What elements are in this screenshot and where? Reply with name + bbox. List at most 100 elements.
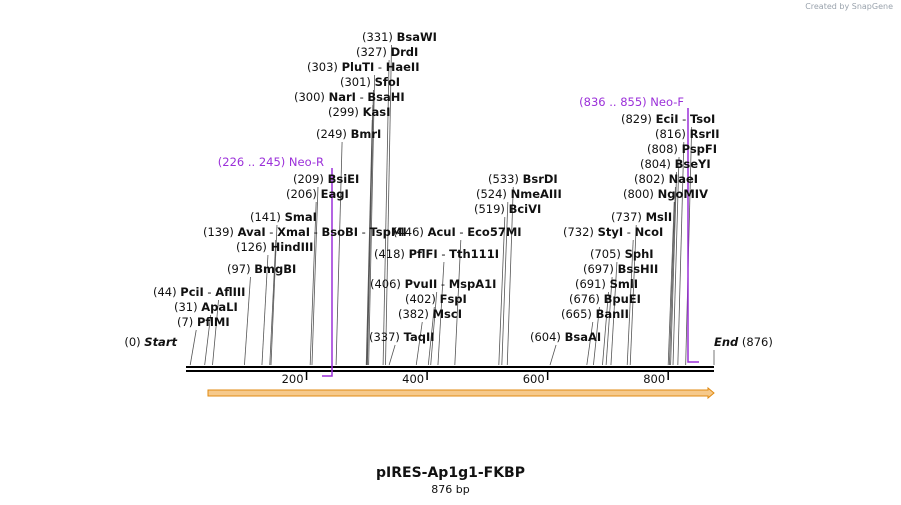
end-position: (0) — [124, 335, 144, 349]
restriction-site[interactable]: (676) BpuEI — [569, 292, 641, 306]
site-position: (97) — [227, 262, 254, 276]
site-position: (301) — [340, 75, 375, 89]
restriction-site[interactable]: (7) PflMI — [177, 315, 230, 329]
svg-text:(829) EciI - TsoI: (829) EciI - TsoI — [621, 112, 715, 126]
leader-line — [335, 141, 343, 366]
enzyme-name: NcoI — [635, 225, 664, 239]
restriction-site[interactable]: (331) BsaWI — [362, 30, 437, 44]
enzyme-name: SmlI — [610, 277, 639, 291]
restriction-site[interactable]: (141) SmaI — [250, 210, 317, 224]
restriction-site[interactable]: (697) BssHII — [583, 262, 658, 276]
leader-line — [506, 186, 514, 366]
restriction-site[interactable]: (737) MslI — [611, 210, 672, 224]
site-position: (382) — [398, 307, 433, 321]
restriction-site[interactable]: (732) StyI - NcoI — [563, 225, 663, 239]
axis-tick: 800 — [643, 372, 669, 386]
svg-text:(126) HindIII: (126) HindIII — [236, 240, 313, 254]
site-separator: - — [356, 90, 367, 104]
enzyme-name: MscI — [433, 307, 462, 321]
primer-neo-r[interactable]: (226 .. 245) Neo-R — [218, 155, 333, 377]
restriction-site[interactable]: (665) BanII — [561, 307, 629, 321]
enzyme-name: SmaI — [285, 210, 317, 224]
enzyme-name: PflFI — [409, 247, 438, 261]
site-position: (402) — [405, 292, 440, 306]
restriction-site[interactable]: (808) PspFI — [647, 142, 717, 156]
site-separator: - — [358, 225, 369, 239]
restriction-site[interactable]: (139) AvaI - XmaI - BsoBI - TspMI — [203, 225, 407, 239]
restriction-site[interactable]: (604) BsaAI — [530, 330, 601, 344]
enzyme-name: EagI — [321, 187, 349, 201]
restriction-site[interactable]: (800) NgoMIV — [623, 187, 708, 201]
start-marker: (0) Start — [124, 335, 177, 349]
leader-line — [498, 216, 506, 366]
leader-line — [385, 44, 392, 366]
svg-text:(406) PvuII - MspA1I: (406) PvuII - MspA1I — [370, 277, 496, 291]
site-position: (418) — [374, 247, 409, 261]
restriction-site[interactable]: (337) TaqII — [369, 330, 435, 344]
primer-arrow — [687, 108, 699, 363]
enzyme-name: PvuII — [405, 277, 438, 291]
restriction-site[interactable]: (802) NaeI — [634, 172, 698, 186]
end-label: Start — [144, 335, 177, 349]
site-separator: - — [456, 225, 467, 239]
leader-line — [204, 314, 212, 366]
restriction-site[interactable]: (382) MscI — [398, 307, 462, 321]
enzyme-name: MslI — [646, 210, 673, 224]
restriction-site[interactable]: (829) EciI - TsoI — [621, 112, 715, 126]
leader-line — [368, 74, 376, 366]
restriction-site[interactable]: (705) SphI — [590, 247, 654, 261]
feature-arrow-shape — [207, 386, 715, 400]
restriction-site[interactable]: (418) PflFI - Tth111I — [374, 247, 499, 261]
enzyme-name: RsrII — [690, 127, 720, 141]
restriction-site[interactable]: (406) PvuII - MspA1I — [370, 277, 496, 291]
restriction-site[interactable]: (816) RsrII — [655, 127, 720, 141]
svg-text:(44) PciI - AflIII: (44) PciI - AflIII — [153, 285, 245, 299]
restriction-site[interactable]: (31) ApaLI — [174, 300, 238, 314]
restriction-site[interactable]: (299) KasI — [328, 105, 390, 119]
svg-text:(836 .. 855) Neo-F: (836 .. 855) Neo-F — [579, 95, 684, 109]
restriction-site[interactable]: (402) FspI — [405, 292, 467, 306]
site-position: (303) — [307, 60, 342, 74]
leader-line — [501, 201, 509, 366]
restriction-site[interactable]: (209) BsiEI — [293, 172, 359, 186]
svg-text:(382) MscI: (382) MscI — [398, 307, 462, 321]
enzyme-name: NaeI — [669, 172, 698, 186]
site-position: (31) — [174, 300, 201, 314]
backbone-bottom-strand — [186, 370, 714, 372]
restriction-site[interactable]: (533) BsrDI — [488, 172, 558, 186]
leader-line — [586, 321, 594, 366]
restriction-site[interactable]: (524) NmeAIII — [476, 187, 562, 201]
site-position: (44) — [153, 285, 180, 299]
primer-neo-f[interactable]: (836 .. 855) Neo-F — [579, 95, 699, 363]
restriction-site[interactable]: (519) BciVI — [474, 202, 541, 216]
site-separator: - — [374, 60, 385, 74]
backbone-top-strand — [186, 366, 714, 368]
site-position: (800) — [623, 187, 658, 201]
site-position: (737) — [611, 210, 646, 224]
enzyme-name: HindIII — [271, 240, 314, 254]
enzyme-name: AflIII — [215, 285, 245, 299]
leader-line — [427, 306, 435, 366]
enzyme-name: Tth111I — [449, 247, 499, 261]
axis-ticks: 200 400 600 800 — [282, 372, 669, 386]
restriction-site[interactable]: (804) BseYI — [640, 157, 711, 171]
leader-line — [244, 276, 251, 366]
restriction-site[interactable]: (126) HindIII — [236, 240, 313, 254]
svg-text:(139) AvaI - XmaI - BsoBI: (139) AvaI - XmaI - BsoBI - TspMI — [203, 225, 407, 239]
restriction-site[interactable]: (691) SmlI — [575, 277, 638, 291]
restriction-site[interactable]: (303) PluTI - HaeII — [307, 60, 420, 74]
restriction-site[interactable]: (249) BmrI — [316, 127, 381, 141]
enzyme-name: PflMI — [197, 315, 230, 329]
restriction-site[interactable]: (97) BmgBI — [227, 262, 296, 276]
restriction-site[interactable]: (44) PciI - AflIII — [153, 285, 245, 299]
restriction-site[interactable]: (300) NarI - BsaHI — [294, 90, 405, 104]
restriction-site[interactable]: (327) DrdI — [356, 45, 418, 59]
restriction-site[interactable]: (446) AcuI - Eco57MI — [393, 225, 522, 239]
svg-text:(299) KasI: (299) KasI — [328, 105, 390, 119]
site-position: (126) — [236, 240, 271, 254]
leader-line — [261, 254, 269, 366]
restriction-site[interactable]: (301) SfoI — [340, 75, 400, 89]
restriction-site[interactable]: (206) EagI — [286, 187, 349, 201]
sequence-backbone — [186, 366, 714, 372]
